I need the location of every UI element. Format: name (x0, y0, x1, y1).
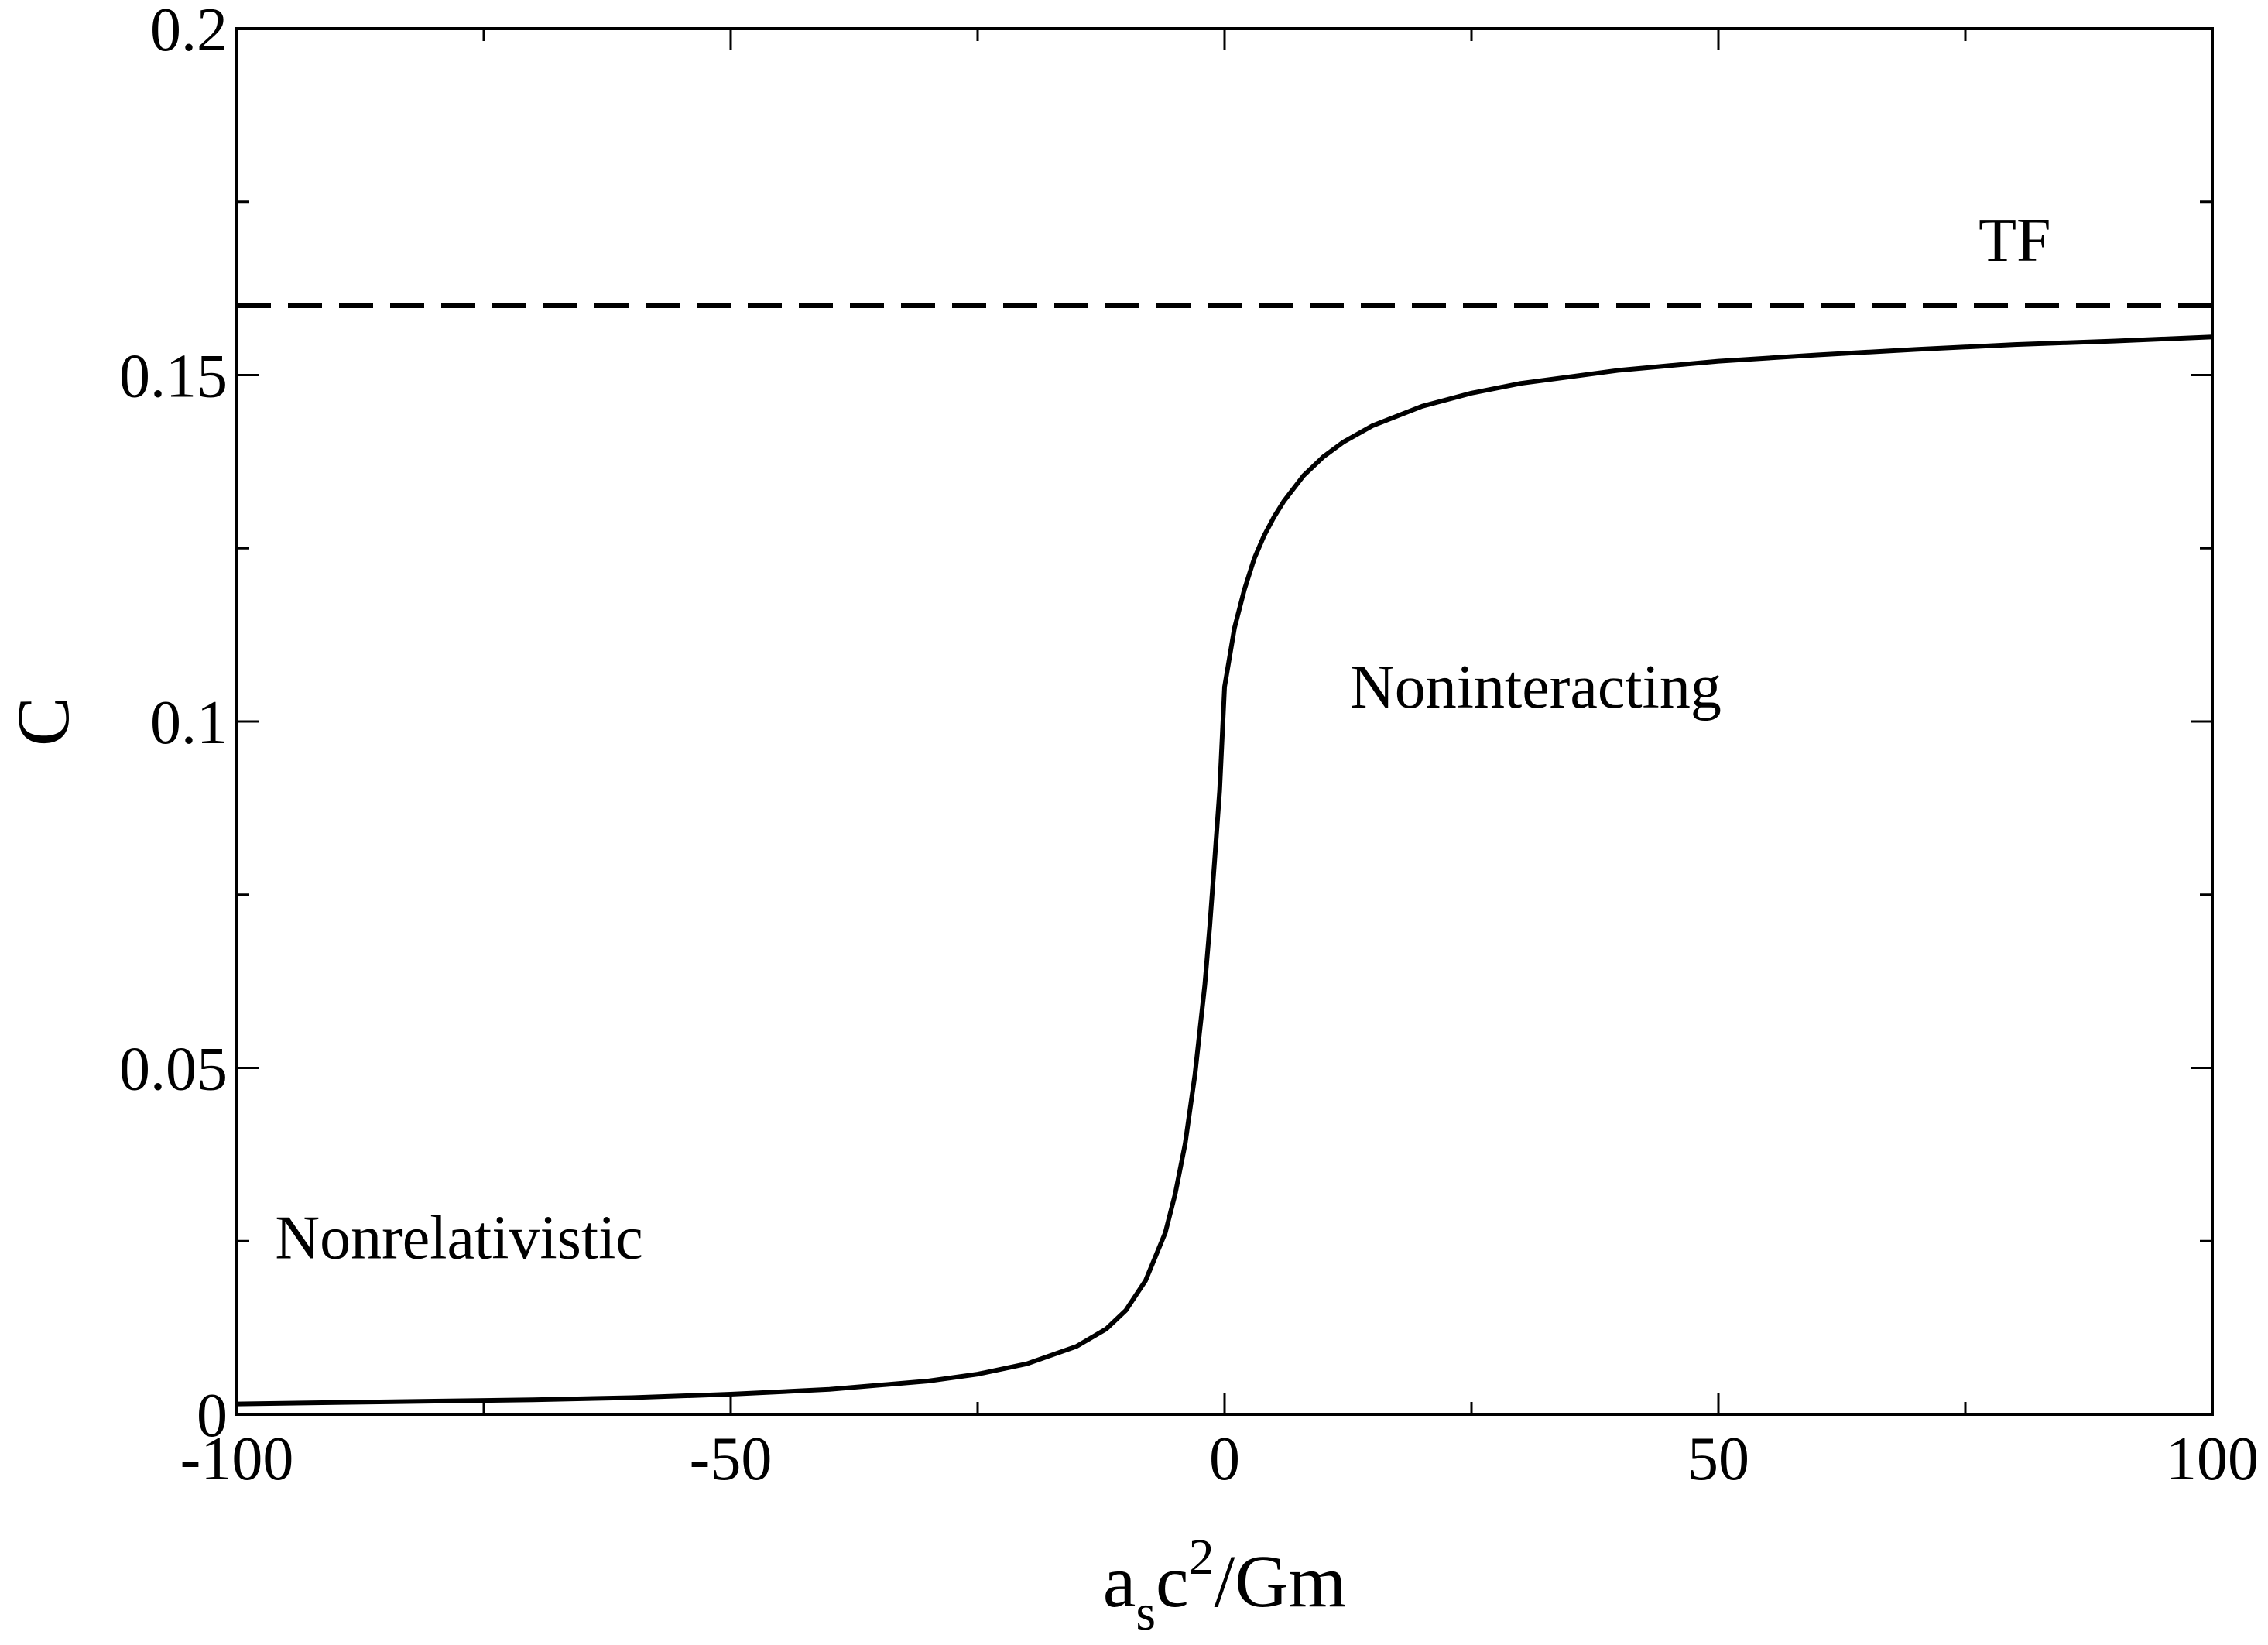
y-tick-label: 0.05 (119, 1036, 228, 1104)
y-tick-label: 0.2 (150, 0, 228, 64)
x-tick-label: -100 (180, 1425, 294, 1493)
x-tick-labels: -100 -50 0 50 100 (180, 1425, 2259, 1493)
x-axis-title-sup: 2 (1189, 1529, 1215, 1585)
annotation-nonrelativistic: Nonrelativistic (275, 1205, 642, 1273)
y-tick-label: 0.15 (119, 343, 228, 411)
x-axis-title: asc2/Gm (1103, 1529, 1347, 1641)
x-tick-label: 50 (1687, 1425, 1749, 1493)
annotation-tf: TF (1979, 207, 2050, 275)
x-tick-label: 100 (2166, 1425, 2259, 1493)
x-axis-title-c: c (1156, 1540, 1189, 1623)
major-ticks (235, 27, 2214, 1416)
annotations: TF Noninteracting Nonrelativistic (275, 207, 2050, 1273)
x-tick-label: 0 (1209, 1425, 1240, 1493)
x-axis-title-a: a (1103, 1540, 1136, 1623)
series-line-solid (236, 334, 2213, 1407)
annotation-noninteracting: Noninteracting (1350, 653, 1722, 721)
x-tick-label: -50 (690, 1425, 773, 1493)
x-axis-title-rest: /Gm (1215, 1540, 1347, 1623)
y-tick-label: 0 (197, 1382, 228, 1450)
y-tick-label: 0.1 (150, 689, 228, 757)
minor-ticks (237, 29, 2212, 1414)
y-axis-title: C (2, 697, 84, 746)
x-axis-title-sub: s (1136, 1585, 1156, 1641)
series-layer (236, 303, 2213, 1407)
y-tick-labels: 0 0.05 0.1 0.15 0.2 (119, 0, 228, 1450)
